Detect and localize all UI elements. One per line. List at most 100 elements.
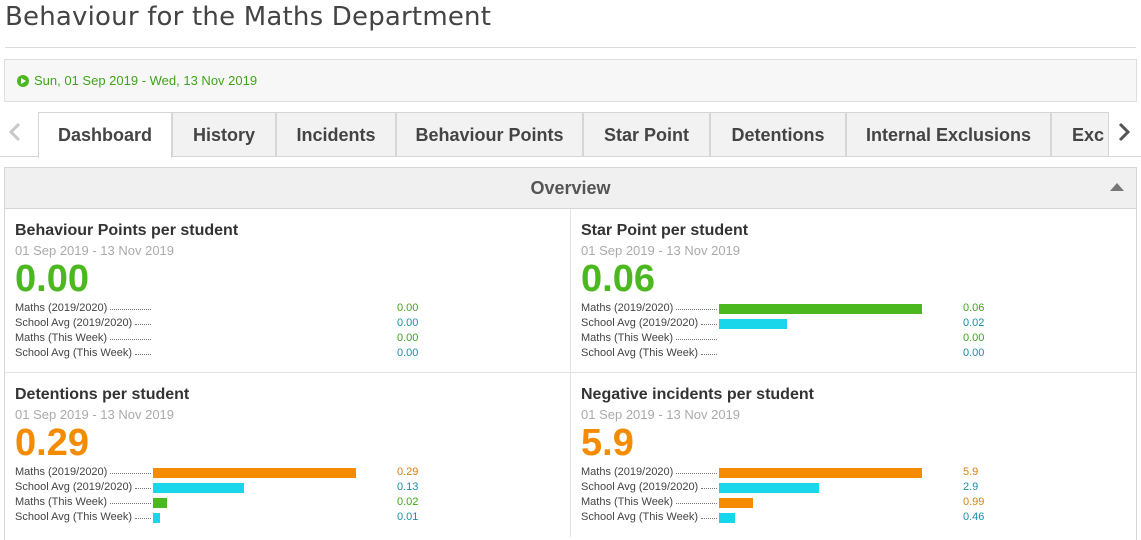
card-title: Star Point per student: [581, 222, 749, 239]
metric-label: School Avg (This Week): [581, 511, 698, 523]
metric-label: Maths (2019/2020): [581, 466, 674, 478]
tab-detentions[interactable]: Detentions: [710, 112, 846, 157]
metric-bar: [153, 468, 356, 478]
metric-label: School Avg (2019/2020): [15, 481, 133, 493]
dotted-leader: [676, 339, 717, 340]
collapse-up-icon[interactable]: [1110, 183, 1124, 191]
card-date-range: 01 Sep 2019 - 13 Nov 2019: [581, 243, 741, 258]
metric-value: 0.01: [397, 511, 419, 523]
overview-panel: Overview Behaviour Points per student 01 …: [4, 167, 1137, 540]
dotted-leader: [110, 339, 151, 340]
metric-bar: [719, 304, 922, 314]
metric-label: Maths (This Week): [581, 332, 674, 344]
metric-value: 0.99: [963, 496, 985, 508]
dotted-leader: [701, 518, 717, 519]
metric-label: Maths (This Week): [15, 496, 108, 508]
overview-title: Overview: [530, 177, 611, 198]
metric-rows: Maths (2019/2020) 0.06 School Avg (2019/20…: [581, 301, 1131, 361]
metric-value: 0.29: [397, 466, 419, 478]
dotted-leader: [135, 354, 151, 355]
metric-row: Maths (This Week) 0.02: [15, 495, 565, 510]
metric-row: Maths (2019/2020) 5.9: [581, 465, 1131, 480]
metric-label: School Avg (2019/2020): [15, 317, 133, 329]
dotted-leader: [110, 473, 151, 474]
metric-label: School Avg (This Week): [15, 511, 132, 523]
metric-row: School Avg (This Week) 0.00: [15, 346, 565, 361]
tab-scroll-right-icon[interactable]: [1114, 122, 1134, 142]
metric-row: Maths (2019/2020) 0.29: [15, 465, 565, 480]
card-detentions: Detentions per student 01 Sep 2019 - 13 N…: [5, 373, 571, 537]
date-range-bar[interactable]: Sun, 01 Sep 2019 - Wed, 13 Nov 2019: [4, 59, 1137, 102]
dotted-leader: [701, 324, 717, 325]
overview-header[interactable]: Overview: [5, 168, 1136, 209]
metric-row: School Avg (This Week) 0.46: [581, 510, 1131, 525]
metric-label: School Avg (This Week): [581, 347, 698, 359]
tab-dashboard[interactable]: Dashboard: [38, 112, 172, 158]
dotted-leader: [110, 503, 151, 504]
play-circle-icon: [17, 74, 29, 87]
metric-value: 0.46: [963, 511, 985, 523]
tab-behaviour-points[interactable]: Behaviour Points: [396, 112, 583, 157]
metric-row: Maths (This Week) 0.00: [581, 331, 1131, 346]
metric-label: Maths (This Week): [15, 332, 108, 344]
metric-value: 0.02: [397, 496, 419, 508]
metric-value: 0.00: [397, 347, 419, 359]
metric-row: Maths (This Week) 0.99: [581, 495, 1131, 510]
tab-scroll-left-icon[interactable]: [5, 122, 25, 142]
metric-label: Maths (2019/2020): [581, 302, 674, 314]
metric-label: Maths (2019/2020): [15, 466, 108, 478]
card-title: Behaviour Points per student: [15, 222, 239, 239]
card-main-value: 0.06: [581, 258, 655, 300]
metric-label: School Avg (This Week): [15, 347, 132, 359]
metric-row: Maths (This Week) 0.00: [15, 331, 565, 346]
card-main-value: 5.9: [581, 422, 634, 464]
tab-history[interactable]: History: [172, 112, 276, 157]
card-date-range: 01 Sep 2019 - 13 Nov 2019: [15, 243, 175, 258]
tab-bar: Dashboard History Incidents Behaviour Po…: [0, 112, 1141, 158]
tab-star-point[interactable]: Star Point: [583, 112, 710, 157]
metric-row: School Avg (2019/2020) 0.02: [581, 316, 1131, 331]
metric-rows: Maths (2019/2020) 5.9 School Avg (2019/202…: [581, 465, 1131, 525]
metric-bar: [719, 513, 735, 523]
card-date-range: 01 Sep 2019 - 13 Nov 2019: [581, 407, 741, 422]
metric-value: 0.00: [397, 302, 419, 314]
metric-row: Maths (2019/2020) 0.06: [581, 301, 1131, 316]
metric-row: School Avg (This Week) 0.00: [581, 346, 1131, 361]
card-title: Negative incidents per student: [581, 386, 814, 403]
metric-bar: [153, 513, 160, 523]
metric-label: School Avg (2019/2020): [581, 317, 699, 329]
metric-row: School Avg (2019/2020) 0.00: [15, 316, 565, 331]
metric-label: Maths (This Week): [581, 496, 674, 508]
card-date-range: 01 Sep 2019 - 13 Nov 2019: [15, 407, 175, 422]
tab-incidents[interactable]: Incidents: [276, 112, 396, 157]
metric-label: School Avg (2019/2020): [581, 481, 699, 493]
dotted-leader: [676, 473, 717, 474]
metric-bar: [719, 468, 922, 478]
page-title: Behaviour for the Maths Department: [5, 2, 492, 32]
title-divider: [5, 47, 1136, 48]
metric-value: 0.00: [963, 332, 985, 344]
card-behaviour-points: Behaviour Points per student 01 Sep 2019 …: [5, 209, 571, 373]
metric-bar: [719, 483, 819, 493]
dotted-leader: [110, 309, 151, 310]
card-star-point: Star Point per student 01 Sep 2019 - 13 N…: [571, 209, 1136, 373]
dotted-leader: [701, 354, 717, 355]
metric-bar: [719, 319, 787, 329]
dotted-leader: [676, 503, 717, 504]
metric-value: 2.9: [963, 481, 979, 493]
card-title: Detentions per student: [15, 386, 190, 403]
dotted-leader: [701, 488, 717, 489]
tab-exclusions[interactable]: Exc: [1051, 112, 1109, 157]
metric-value: 0.00: [963, 347, 985, 359]
tabs-divider: [0, 156, 1141, 157]
metric-rows: Maths (2019/2020) 0.00 School Avg (2019/20…: [15, 301, 565, 361]
metric-value: 5.9: [963, 466, 979, 478]
tab-internal-exclusions[interactable]: Internal Exclusions: [846, 112, 1051, 157]
card-main-value: 0.29: [15, 422, 89, 464]
card-negative-incidents: Negative incidents per student 01 Sep 201…: [571, 373, 1136, 537]
metric-value: 0.13: [397, 481, 419, 493]
dotted-leader: [135, 488, 151, 489]
metric-value: 0.00: [397, 317, 419, 329]
dotted-leader: [135, 324, 151, 325]
metric-row: School Avg (This Week) 0.01: [15, 510, 565, 525]
